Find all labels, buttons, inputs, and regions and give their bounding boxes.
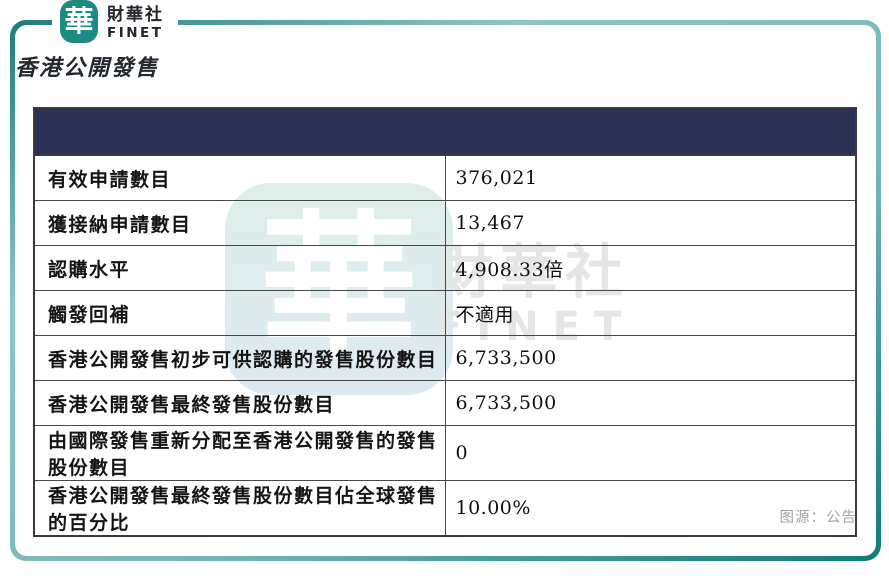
table-row: 獲接納申請數目 13,467 [33,200,857,246]
table-row: 觸發回補 不適用 [33,290,857,336]
table-header-band [33,107,857,156]
row-label: 獲接納申請數目 [33,200,446,246]
row-label: 認購水平 [33,245,446,291]
finet-logo: 華 財華社 FINET [52,0,178,45]
row-value: 10.00% [444,480,857,537]
row-value: 0 [444,425,857,481]
row-label: 由國際發售重新分配至香港公開發售的發售股份數目 [33,425,446,481]
table-body: 有效申請數目 376,021 獲接納申請數目 13,467 認購水平 4,908… [33,154,857,537]
table-row: 香港公開發售最終發售股份數目佔全球發售的百分比 10.00% [33,480,857,537]
table-row: 認購水平 4,908.33倍 [33,245,857,291]
brand-name-chinese: 財華社 [107,5,164,25]
row-label: 有效申請數目 [33,154,446,201]
finet-logo-icon: 華 [60,0,98,43]
offering-data-table: 有效申請數目 376,021 獲接納申請數目 13,467 認購水平 4,908… [33,107,857,537]
table-row: 由國際發售重新分配至香港公開發售的發售股份數目 0 [33,425,857,481]
row-value: 6,733,500 [444,380,857,426]
row-value: 4,908.33倍 [444,245,857,291]
table-row: 香港公開發售初步可供認購的發售股份數目 6,733,500 [33,335,857,381]
table-header-band-row [33,107,857,156]
row-label: 香港公開發售最終發售股份數目 [33,380,446,426]
table-row: 香港公開發售最終發售股份數目 6,733,500 [33,380,857,426]
row-value: 376,021 [444,154,857,201]
image-source-note: 图源：公告 [779,510,857,526]
brand-name-english: FINET [107,24,164,41]
row-value: 13,467 [444,200,857,246]
row-label: 香港公開發售最終發售股份數目佔全球發售的百分比 [33,480,446,537]
table-row: 有效申請數目 376,021 [33,154,857,201]
finet-logo-text: 財華社 FINET [107,0,164,41]
row-value: 6,733,500 [444,335,857,381]
row-value: 不適用 [444,290,857,336]
row-label: 香港公開發售初步可供認購的發售股份數目 [33,335,446,381]
row-label: 觸發回補 [33,290,446,336]
page-title: 香港公開發售 [15,56,160,81]
